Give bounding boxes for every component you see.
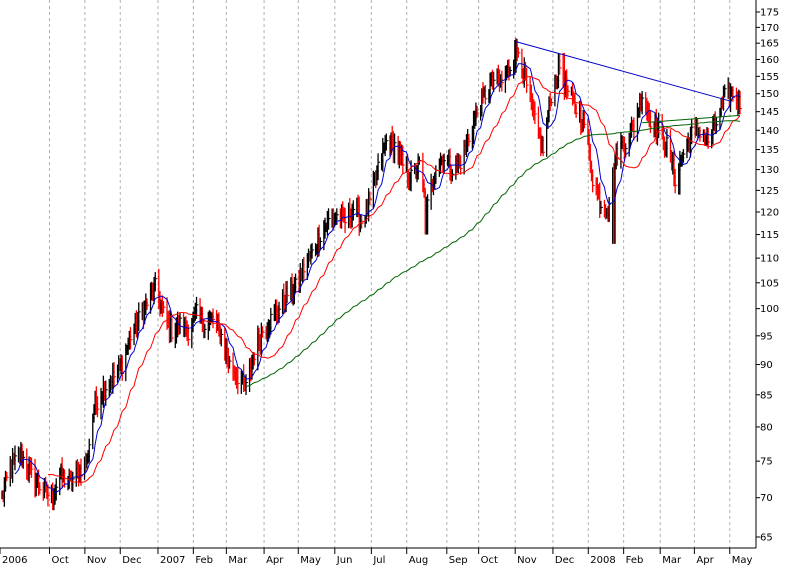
y-tick-label: 115	[760, 230, 779, 241]
ma-30-line	[47, 75, 741, 484]
y-tick-label: 70	[760, 493, 773, 504]
y-tick-label: 90	[760, 360, 773, 371]
moving-averages	[14, 63, 741, 493]
y-tick-label: 135	[760, 145, 779, 156]
y-tick-label: 175	[760, 8, 779, 19]
trendline	[642, 114, 741, 124]
x-tick-label: Jun	[336, 555, 353, 566]
x-tick-label: Sep	[449, 555, 468, 566]
y-tick-label: 140	[760, 126, 779, 137]
x-tick-label: 2007	[160, 555, 185, 566]
y-tick-label: 105	[760, 278, 779, 289]
x-tick-label: Jul	[372, 555, 385, 566]
x-tick-label: Dec	[555, 555, 574, 566]
ma-10-line	[14, 63, 741, 493]
y-tick-label: 65	[760, 533, 773, 544]
y-tick-label: 80	[760, 422, 773, 433]
x-tick-label: 2008	[590, 555, 615, 566]
axes	[0, 0, 757, 549]
y-tick-label: 110	[760, 254, 779, 265]
x-tick-label: Apr	[266, 555, 284, 566]
x-tick-label: Nov	[517, 555, 537, 566]
x-tick-label: Aug	[409, 555, 429, 566]
y-tick-label: 85	[760, 390, 773, 401]
x-tick-label: May	[300, 555, 321, 566]
y-tick-label: 160	[760, 55, 779, 66]
x-tick-label: Feb	[195, 555, 213, 566]
y-tick-label: 125	[760, 186, 779, 197]
y-tick-label: 95	[760, 331, 773, 342]
y-tick-label: 120	[760, 207, 779, 218]
ma-150-line	[245, 120, 741, 387]
y-tick-label: 100	[760, 304, 779, 315]
y-tick-label: 165	[760, 39, 779, 50]
y-tick-label: 145	[760, 107, 779, 118]
y-tick-label: 130	[760, 165, 779, 176]
y-tick-label: 155	[760, 72, 779, 83]
x-tick-label: Apr	[696, 555, 714, 566]
x-tick-label: Mar	[228, 555, 248, 566]
x-tick-labels: 2006 Oct Nov Dec 2007 Feb Mar Apr May Jun Jul Aug Se…	[0, 548, 753, 566]
x-tick-label: Oct	[481, 555, 498, 566]
x-tick-label: Feb	[626, 555, 644, 566]
x-tick-label: 2006	[2, 555, 27, 566]
x-tick-label: Dec	[122, 555, 141, 566]
price-bars	[1, 38, 742, 511]
x-tick-label: Mar	[662, 555, 682, 566]
x-tick-label: Nov	[87, 555, 107, 566]
x-tick-label: May	[732, 555, 753, 566]
y-tick-label: 150	[760, 89, 779, 100]
y-tick-labels: 65 70 75 80 85 90 95 100 105 110 115 120 125 130 135 14…	[760, 8, 779, 544]
x-tick-label: Oct	[52, 555, 69, 566]
trendline	[515, 41, 730, 102]
horizontal-grid	[756, 11, 760, 538]
trendlines	[515, 41, 741, 124]
y-tick-label: 170	[760, 23, 779, 34]
y-tick-label: 75	[760, 457, 773, 468]
